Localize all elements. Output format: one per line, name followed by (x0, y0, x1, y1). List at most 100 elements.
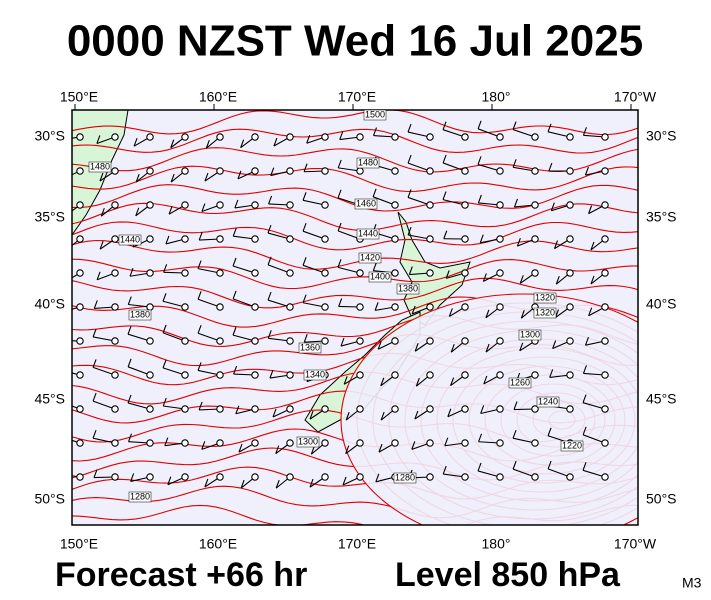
barb-feather (375, 473, 380, 482)
contour-label-box (354, 198, 378, 210)
barb-feather (302, 222, 307, 232)
contour (72, 239, 638, 270)
barb-feather (553, 240, 559, 249)
barb-station (426, 269, 434, 277)
barb-feather (550, 202, 555, 211)
low-contour (340, 293, 638, 525)
barb-station (146, 133, 154, 141)
barb-station (496, 269, 504, 277)
barb-feather (442, 191, 447, 200)
barb-feather (408, 266, 413, 275)
barb-station (76, 337, 84, 345)
barb-station (216, 303, 224, 311)
barb-feather (590, 241, 595, 251)
contour-label-box (128, 491, 152, 503)
barb-staff (582, 469, 606, 478)
contour-label-box (396, 283, 420, 295)
barb-staff (407, 131, 431, 138)
barb-staff (477, 163, 501, 172)
barb-feather (337, 159, 342, 169)
barb-feather (443, 230, 448, 239)
barb-station (76, 235, 84, 243)
barb-feather (516, 237, 521, 247)
barb-station (251, 371, 259, 379)
contour (72, 258, 638, 290)
barb-feather (407, 154, 412, 164)
lon-label-bottom: 150°E (60, 536, 98, 552)
barb-station (111, 371, 119, 379)
barb-feather (582, 365, 587, 374)
barb-staff (72, 439, 81, 444)
barb-station (426, 405, 434, 413)
barb-station (146, 337, 154, 345)
barb-station (391, 337, 399, 345)
barb-station (356, 439, 364, 447)
barb-staff (512, 129, 536, 138)
barb-station (321, 201, 329, 209)
contour-label: 1220 (562, 440, 582, 450)
contour-label: 1360 (300, 342, 320, 352)
contour-label: 1320 (535, 292, 555, 302)
barb-feather (130, 473, 135, 482)
barb-feather (343, 376, 348, 385)
contour (72, 147, 638, 173)
lat-label-left: 50°S (34, 491, 65, 507)
contour-label: 1260 (510, 377, 530, 387)
barb-station (391, 303, 399, 311)
barb-station (321, 337, 329, 345)
barb-feather (414, 410, 419, 420)
contour (72, 110, 638, 136)
barb-feather (582, 127, 587, 136)
barb-feather (129, 268, 134, 277)
contour-label: 1320 (535, 307, 555, 317)
barb-feather (380, 377, 385, 386)
barb-station (146, 473, 154, 481)
barb-feather (267, 224, 272, 234)
barb-feather (272, 408, 277, 418)
barb-station (461, 133, 469, 141)
barb-feather (162, 324, 167, 334)
barb-station (601, 405, 609, 413)
barb-station (566, 337, 574, 345)
barb-station (181, 405, 189, 413)
barb-feather (411, 305, 416, 315)
barb-feather (275, 479, 280, 489)
barb-station (216, 167, 224, 175)
barb-station (321, 235, 329, 243)
contour (72, 277, 638, 309)
barb-staff (372, 196, 396, 206)
barb-station (181, 337, 189, 345)
barb-feather (232, 257, 237, 267)
title: 0000 NZST Wed 16 Jul 2025 (67, 17, 643, 66)
barb-station (216, 371, 224, 379)
barb-feather (485, 343, 490, 353)
barb-feather (555, 275, 560, 285)
barb-station (216, 201, 224, 209)
barb-feather (338, 298, 343, 307)
contour-label: 1240 (538, 396, 558, 406)
contour-label: 1420 (360, 252, 380, 262)
barb-station (321, 303, 329, 311)
barb-feather (197, 260, 202, 269)
barb-feather (337, 189, 342, 199)
barb-feather (197, 362, 202, 371)
barb-station (356, 303, 364, 311)
barb-feather (275, 445, 280, 454)
barb-feather (164, 437, 169, 446)
barb-feather (345, 445, 350, 454)
barb-feather (135, 207, 140, 216)
barb-station (321, 269, 329, 277)
contour-label-box (356, 228, 380, 240)
barb-station (531, 473, 539, 481)
barb-feather (267, 256, 272, 266)
lon-label-top: 170°E (338, 89, 376, 105)
barb-staff (92, 400, 116, 410)
barb-station (601, 133, 609, 141)
barb-station (391, 133, 399, 141)
barb-station (111, 269, 119, 277)
barb-feather (162, 293, 167, 302)
barb-station (496, 371, 504, 379)
barb-feather (133, 137, 138, 147)
barb-feather (513, 198, 518, 208)
barb-station (76, 473, 84, 481)
